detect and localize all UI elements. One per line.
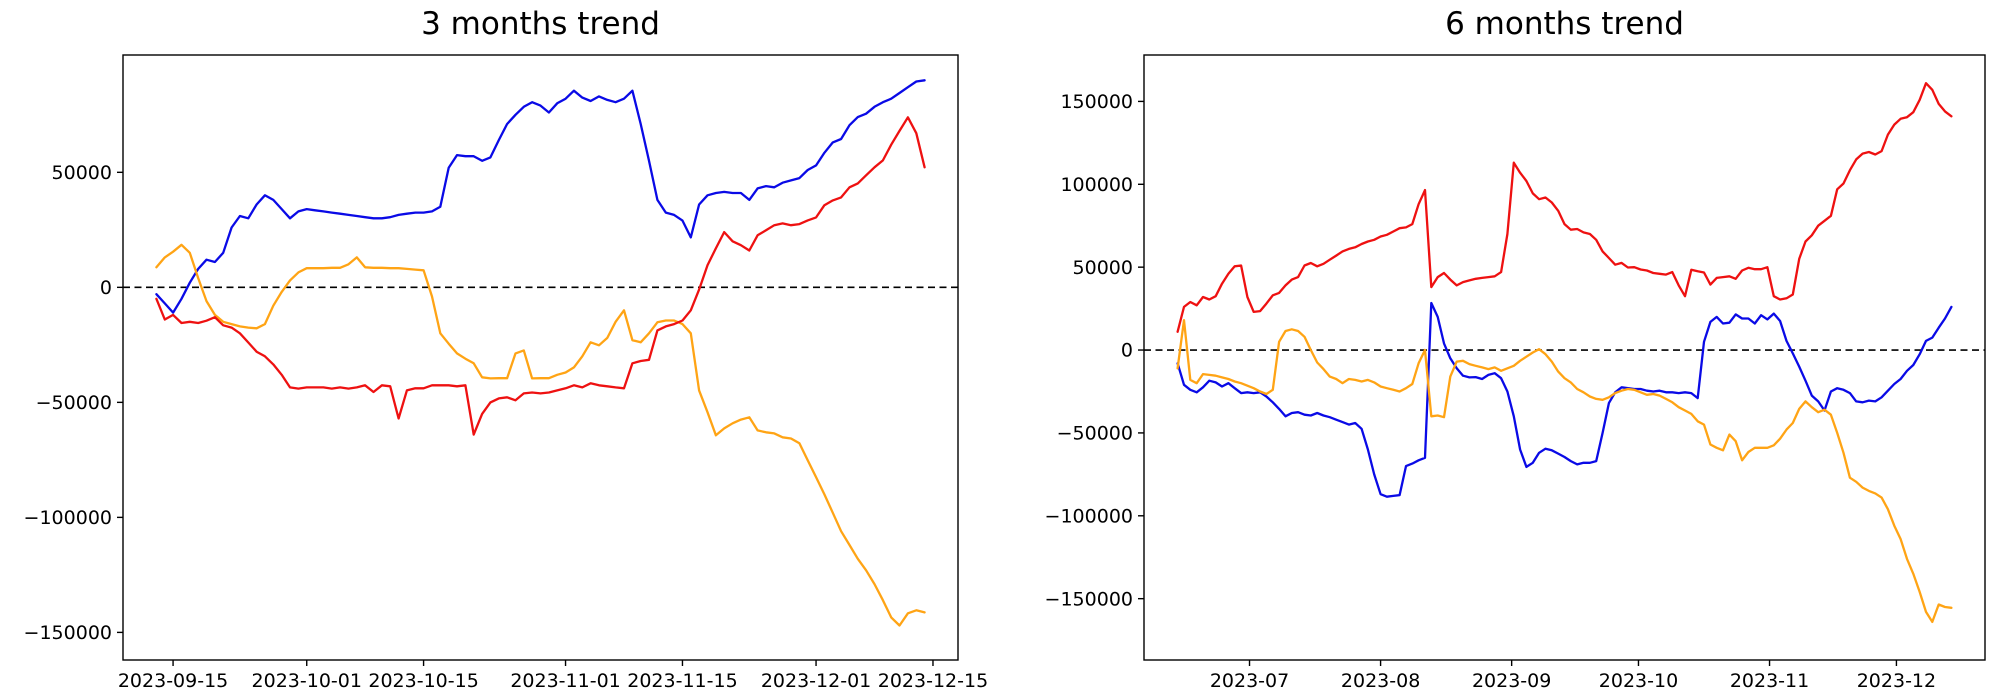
y-tick-label: 50000 — [1073, 257, 1133, 279]
x-tick-label: 2023-12 — [1857, 670, 1936, 692]
x-tick-label: 2023-12-15 — [878, 670, 988, 692]
y-tick-label: 100000 — [1060, 174, 1133, 196]
series-line-blue — [155, 79, 926, 314]
y-tick-label: 50000 — [52, 162, 112, 184]
x-tick-label: 2023-08 — [1341, 670, 1420, 692]
plot-border — [1143, 54, 1986, 661]
plot-3-months-trend: 50000 0 −50000 −100000 −150000 2023-09-15 2023… — [24, 54, 988, 692]
x-tick-label: 2023-10-15 — [368, 670, 478, 692]
chart-6-months-trend: 6 months trend 150000 100000 50000 0 −50000 −… — [1000, 0, 2000, 700]
y-tick-label: 0 — [1121, 340, 1133, 362]
x-tick-label: 2023-12-01 — [761, 670, 871, 692]
x-tick-label: 2023-11-15 — [627, 670, 737, 692]
series-line-orange — [155, 243, 926, 627]
x-tick-label: 2023-09-15 — [118, 670, 228, 692]
y-tick-label: 150000 — [1060, 91, 1133, 113]
x-tick-label: 2023-11 — [1730, 670, 1809, 692]
plot-border — [122, 54, 959, 661]
y-tick-label: −150000 — [24, 622, 112, 644]
y-tick-label: 0 — [100, 277, 112, 299]
plot-6-months-trend: 150000 100000 50000 0 −50000 −100000 −150000 20… — [1045, 54, 1986, 692]
series-line-red — [1176, 82, 1953, 333]
y-tick-label: −50000 — [36, 392, 112, 414]
y-tick-label: −100000 — [1045, 505, 1133, 527]
chart-title-6-months: 6 months trend — [1445, 6, 1684, 42]
series-line-orange — [1176, 319, 1953, 624]
chart-title-3-months: 3 months trend — [421, 6, 660, 42]
x-tick-label: 2023-07 — [1210, 670, 1289, 692]
series-line-blue — [1176, 301, 1953, 498]
y-tick-label: −100000 — [24, 507, 112, 529]
y-tick-label: −50000 — [1057, 423, 1133, 445]
x-tick-label: 2023-11-01 — [510, 670, 620, 692]
y-tick-label: −150000 — [1045, 588, 1133, 610]
x-tick-label: 2023-09 — [1472, 670, 1551, 692]
x-tick-label: 2023-10 — [1599, 670, 1678, 692]
chart-3-months-trend: 3 months trend 50000 0 −50000 −100000 −15000… — [24, 6, 989, 692]
x-tick-label: 2023-10-01 — [252, 670, 362, 692]
series-line-red — [155, 116, 926, 436]
